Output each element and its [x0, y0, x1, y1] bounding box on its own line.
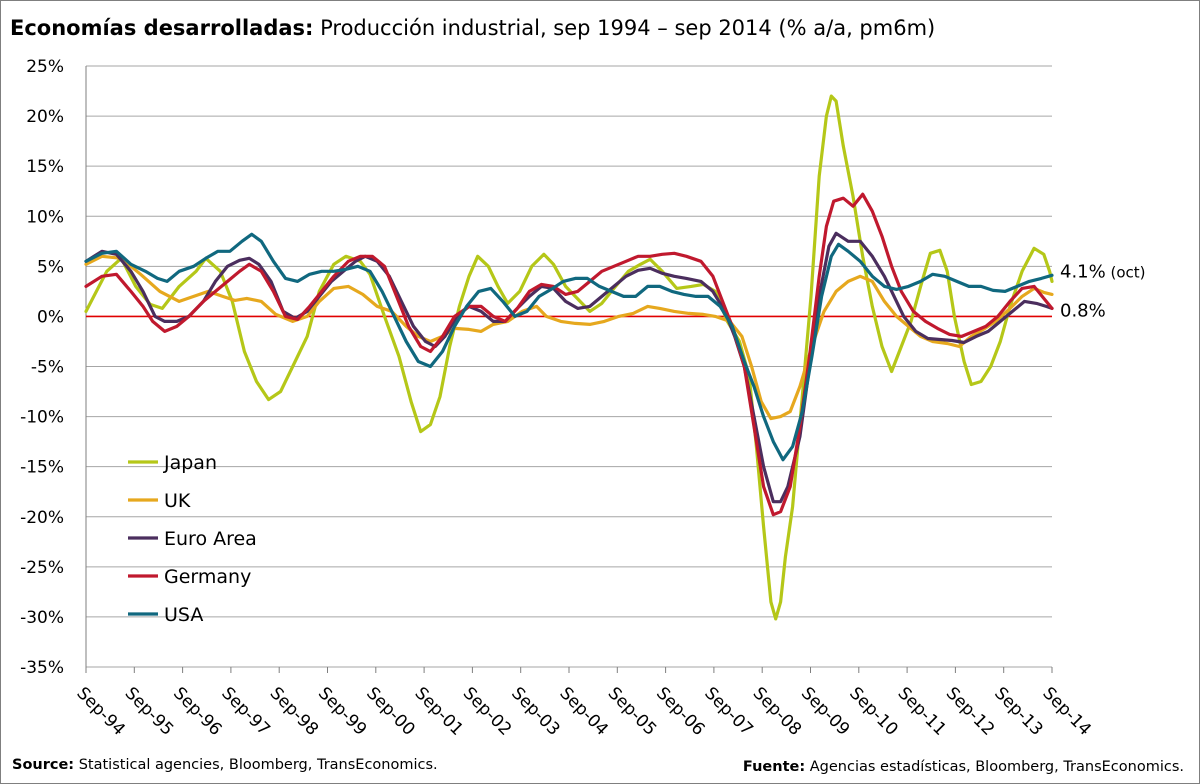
y-tick-label: -20% [20, 508, 64, 528]
x-tick-label: Sep-11 [894, 683, 950, 739]
legend-label-uk: UK [164, 490, 191, 512]
x-tick-label: Sep-02 [459, 683, 515, 739]
chart-title: Economías desarrolladas: Producción indu… [10, 16, 935, 40]
series-line-germany [84, 192, 1054, 517]
x-tick-label: Sep-97 [217, 683, 273, 739]
x-tick-label: Sep-04 [555, 683, 611, 739]
y-tick-label: -30% [20, 608, 64, 628]
series-line-uk [84, 254, 1054, 421]
legend-label-japan: Japan [163, 452, 217, 474]
x-tick-label: Sep-06 [652, 683, 708, 739]
legend-label-germany: Germany [164, 566, 251, 588]
x-tick-label: Sep-96 [169, 683, 225, 739]
x-tick-label: Sep-01 [411, 683, 467, 739]
series-line-japan [84, 94, 1054, 621]
x-tick-label: Sep-13 [990, 683, 1046, 739]
x-tick-label: Sep-09 [797, 683, 853, 739]
y-tick-label: 0% [37, 307, 64, 327]
annotation-euro-value: 0.8% [1060, 300, 1106, 321]
chart-title-bold: Economías desarrolladas: [10, 16, 314, 40]
chart-title-rest: Producción industrial, sep 1994 – sep 20… [313, 16, 936, 40]
legend-label-usa: USA [164, 604, 203, 626]
y-tick-label: -15% [20, 458, 64, 478]
y-tick-label: 25% [26, 57, 64, 77]
y-tick-label: -10% [20, 408, 64, 428]
x-tick-label: Sep-98 [266, 683, 322, 739]
annotation-usa-value: 4.1% (oct) [1060, 261, 1146, 282]
source-note-spanish: Fuente: Agencias estadísticas, Bloomberg… [743, 759, 1184, 775]
x-tick-label: Sep-08 [749, 683, 805, 739]
legend-label-euro-area: Euro Area [164, 528, 257, 550]
fuente-text: Agencias estadísticas, Bloomberg, TransE… [805, 759, 1184, 775]
source-label: Source: [12, 757, 75, 773]
y-tick-label: 15% [26, 157, 64, 177]
x-tick-label: Sep-03 [507, 683, 563, 739]
y-tick-label: 10% [26, 207, 64, 227]
y-tick-label: -5% [31, 358, 64, 378]
series-line-usa [84, 232, 1054, 462]
x-tick-label: Sep-94 [72, 683, 128, 739]
fuente-label: Fuente: [742, 759, 806, 775]
x-tick-label: Sep-10 [845, 683, 901, 739]
y-tick-label: -25% [20, 558, 64, 578]
x-tick-label: Sep-12 [942, 683, 998, 739]
x-tick-label: Sep-99 [314, 683, 370, 739]
x-tick-label: Sep-14 [1038, 683, 1094, 739]
source-note-english: Source: Statistical agencies, Bloomberg,… [12, 757, 438, 773]
source-text: Statistical agencies, Bloomberg, TransEc… [74, 757, 438, 773]
y-tick-label: -35% [20, 658, 64, 678]
y-tick-label: 5% [37, 257, 64, 277]
x-tick-label: Sep-05 [604, 683, 660, 739]
x-tick-label: Sep-00 [362, 683, 418, 739]
x-tick-label: Sep-07 [700, 683, 756, 739]
series-line-euro-area [84, 231, 1054, 504]
y-tick-label: 20% [26, 107, 64, 127]
x-tick-label: Sep-95 [121, 683, 177, 739]
